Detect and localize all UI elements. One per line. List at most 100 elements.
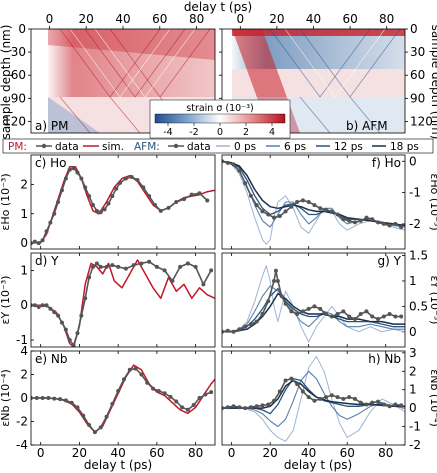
- data-point: [191, 403, 196, 408]
- data-point: [114, 186, 119, 191]
- x-tick-label: 60: [340, 446, 355, 460]
- plot-frame: [221, 252, 406, 348]
- legend-afm-data: data: [187, 141, 211, 153]
- y-axis-label: εNb (10⁻⁴): [428, 369, 437, 426]
- data-point: [399, 225, 404, 230]
- y-tick-label: 90: [410, 91, 425, 105]
- data-point: [201, 282, 206, 287]
- series-group: [31, 166, 215, 246]
- x-tick-label: 0: [236, 12, 244, 26]
- data-point: [248, 405, 253, 410]
- series-line-0ps: [222, 356, 405, 442]
- data-point: [231, 162, 236, 167]
- plot-frame: [221, 350, 406, 446]
- data-point: [283, 209, 288, 214]
- data-point: [254, 319, 259, 324]
- data-point: [79, 176, 84, 181]
- data-point: [277, 214, 282, 219]
- data-point: [381, 402, 386, 407]
- y-tick-label: -2: [16, 415, 28, 429]
- data-point: [295, 200, 300, 204]
- data-point: [104, 414, 109, 419]
- colorbar-tick-label: -4: [163, 127, 172, 138]
- data-point: [154, 264, 159, 269]
- line-panel-d: -1 0 1 d) Y εY (10⁻³): [0, 252, 216, 348]
- plot-background: [31, 155, 215, 249]
- colorbar-tick-label: 0: [217, 127, 223, 138]
- data-point: [180, 405, 185, 410]
- plot-frame: [30, 252, 216, 348]
- data-point: [222, 329, 224, 334]
- data-point: [182, 197, 187, 202]
- data-point: [158, 208, 163, 213]
- data-point: [166, 205, 171, 210]
- x-tick-label: 60: [152, 12, 167, 26]
- data-point: [203, 392, 208, 397]
- heatmap-b-axes: 0 20 40 60 80 0 30 60 90 120: [219, 12, 433, 128]
- y-axis-label: εHo (10⁻³): [0, 173, 12, 230]
- data-point: [370, 400, 375, 405]
- legend-12ps: 12 ps: [334, 141, 363, 153]
- series-line-data: [222, 269, 402, 333]
- y-tick-label: 0: [20, 236, 28, 250]
- series-line-18ps: [222, 292, 405, 333]
- data-point: [347, 314, 352, 319]
- y-tick-label: 2: [20, 368, 28, 382]
- x-tick-label: 40: [115, 12, 130, 26]
- data-point: [225, 160, 230, 165]
- data-point: [266, 212, 271, 217]
- y-tick-label: 30: [410, 45, 425, 59]
- data-point: [104, 264, 109, 269]
- data-point: [40, 238, 45, 243]
- x-tick-label: 0: [46, 12, 54, 26]
- data-point: [266, 402, 271, 407]
- y-tick-label: 120: [410, 114, 433, 128]
- data-point: [152, 202, 157, 207]
- y-tick-label: -4: [16, 438, 28, 452]
- data-point: [139, 261, 144, 266]
- data-point: [277, 389, 282, 394]
- data-point: [31, 396, 33, 400]
- data-point: [90, 202, 95, 207]
- data-point: [318, 206, 323, 211]
- data-point: [364, 309, 369, 314]
- data-point: [243, 324, 248, 329]
- data-point: [81, 413, 86, 418]
- y-tick-label: 1: [20, 263, 28, 277]
- data-point: [92, 430, 97, 435]
- legend-6ps: 6 ps: [284, 141, 306, 153]
- panel-a-label: a) PM: [35, 119, 68, 133]
- legend-0ps: 0 ps: [234, 141, 256, 153]
- data-point: [75, 405, 80, 410]
- y-tick-label: 0.5: [409, 299, 428, 313]
- data-point: [102, 207, 107, 212]
- data-point: [225, 328, 230, 333]
- legend: PM: data sim. AFM: data 0 ps 6 ps 12 ps …: [2, 138, 434, 154]
- series-group: [222, 265, 405, 343]
- data-point: [151, 386, 156, 391]
- data-point: [225, 405, 230, 410]
- data-point: [393, 402, 398, 407]
- data-point: [237, 327, 242, 332]
- data-point: [170, 278, 175, 283]
- colorbar-tick-label: 4: [269, 127, 275, 138]
- data-point: [295, 311, 300, 316]
- right-axis-label: sample depth (nm): [429, 25, 437, 140]
- data-point: [174, 200, 179, 204]
- data-point: [123, 176, 128, 181]
- data-point: [335, 311, 340, 316]
- data-point: [189, 192, 194, 197]
- data-point: [56, 200, 61, 204]
- data-point: [34, 396, 39, 400]
- data-point: [272, 215, 277, 220]
- y-tick-label: 1: [409, 383, 417, 397]
- line-panel-h: 0 20 40 60 80 -2 -1 0 1 2 3 h) Nb εNb (10⁻⁴): [221, 346, 437, 460]
- series-group: [222, 159, 405, 245]
- data-point: [260, 403, 265, 408]
- line-panel-f: 0 -1 -2 f) Ho εHo (10⁻³): [221, 154, 437, 250]
- y-tick-label: 4: [20, 344, 28, 358]
- data-point: [36, 241, 41, 246]
- data-point: [209, 268, 214, 273]
- x-tick-label: 80: [189, 12, 204, 26]
